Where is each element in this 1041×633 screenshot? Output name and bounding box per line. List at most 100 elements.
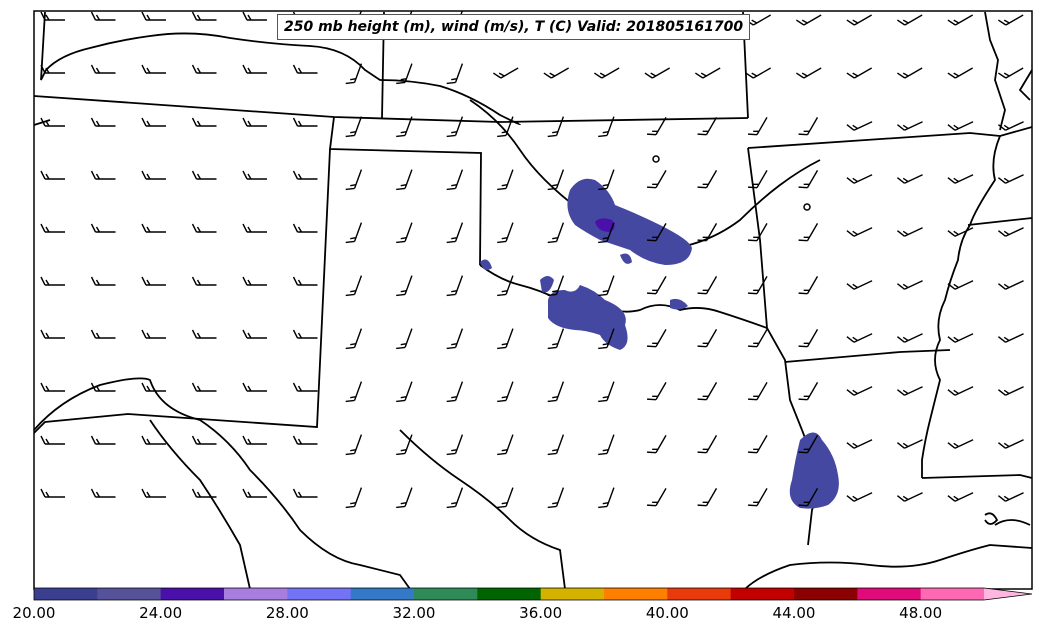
wind-barb <box>90 435 116 445</box>
colorbar-segment <box>730 588 795 600</box>
temperature-fill <box>480 178 839 509</box>
wind-barb <box>748 222 768 242</box>
wind-barb <box>40 11 65 21</box>
wind-barb <box>40 488 65 498</box>
wind-barb <box>90 117 116 127</box>
wind-barb <box>345 116 363 138</box>
wind-barb <box>242 488 267 498</box>
wind-barb <box>697 169 718 189</box>
wind-barb <box>798 381 819 401</box>
colorbar-segment <box>97 588 162 600</box>
colorbar-tick-label: 36.00 <box>519 604 563 622</box>
wind-barb <box>997 492 1024 502</box>
wind-barb <box>497 328 514 350</box>
wind-barb <box>997 386 1024 396</box>
wind-barb <box>795 14 822 26</box>
wind-barb <box>997 280 1024 290</box>
wind-barb <box>242 276 267 286</box>
wind-barb <box>446 434 464 456</box>
wind-barb <box>446 275 464 297</box>
wind-barb <box>396 328 413 350</box>
wind-barb <box>997 67 1024 79</box>
wind-barb <box>896 439 923 449</box>
wind-barb <box>997 174 1024 184</box>
wind-barb <box>748 328 768 348</box>
wind-barb <box>396 381 413 403</box>
wind-barb <box>798 275 819 295</box>
wind-barb <box>446 63 464 85</box>
wind-barb <box>90 223 116 233</box>
wind-barb <box>242 382 267 392</box>
wind-barb <box>697 222 718 242</box>
wind-barb <box>396 63 413 85</box>
wind-barb <box>547 169 565 191</box>
wind-barb <box>647 328 667 348</box>
wind-barb <box>748 275 768 295</box>
wind-barb <box>191 435 217 445</box>
wind-barb <box>141 435 166 445</box>
calm-wind-marker <box>803 203 811 211</box>
wind-barb <box>345 434 363 456</box>
wind-barb <box>446 381 464 403</box>
wind-barb <box>497 275 514 297</box>
wind-barb <box>896 67 923 79</box>
wind-barb <box>396 116 413 138</box>
wind-barb <box>997 14 1024 26</box>
wind-barb <box>547 275 565 297</box>
colorbar-segment <box>604 588 668 600</box>
wind-barb <box>748 487 768 507</box>
wind-barb <box>547 116 565 138</box>
wind-barb <box>396 275 413 297</box>
wind-barb <box>191 488 217 498</box>
wind-barb <box>547 222 565 244</box>
wind-barb <box>141 170 166 180</box>
wind-barb <box>547 381 565 403</box>
wind-barb <box>40 435 65 445</box>
colorbar-segment <box>34 588 98 600</box>
wind-barb <box>497 381 514 403</box>
wind-barb <box>191 64 217 74</box>
wind-barb <box>947 280 974 290</box>
wind-barb <box>242 329 267 339</box>
wind-barb <box>647 381 667 401</box>
wind-barb <box>242 435 267 445</box>
colorbar-segment <box>540 588 605 600</box>
wind-barb <box>242 11 267 21</box>
wind-barb <box>947 439 974 449</box>
wind-barb <box>896 492 923 502</box>
colorbar-segment <box>160 588 225 600</box>
wind-barb <box>547 328 565 350</box>
wind-barb <box>40 170 65 180</box>
wind-barb <box>292 382 318 392</box>
wind-barb <box>242 117 267 127</box>
wind-barb <box>497 116 514 138</box>
wind-barb <box>446 116 464 138</box>
wind-barb <box>191 11 217 21</box>
wind-barb <box>745 67 772 79</box>
map-title: 250 mb height (m), wind (m/s), T (C) Val… <box>277 14 751 40</box>
colorbar-segment <box>667 588 732 600</box>
wind-barb <box>497 434 514 456</box>
wind-barb <box>947 386 974 396</box>
wind-barb <box>191 170 217 180</box>
wind-barb <box>598 381 615 403</box>
colorbar-segment <box>350 588 415 600</box>
wind-barb <box>191 329 217 339</box>
wind-barb <box>846 174 873 184</box>
wind-barb <box>644 67 671 79</box>
wind-barb <box>345 63 363 85</box>
wind-barb <box>697 381 718 401</box>
wind-barb <box>846 333 873 343</box>
wind-barb <box>292 170 318 180</box>
wind-barb <box>90 170 116 180</box>
wind-barb <box>242 64 267 74</box>
wind-barb <box>40 276 65 286</box>
wind-barb <box>846 67 873 79</box>
wind-barb <box>997 121 1024 131</box>
wind-barb <box>345 381 363 403</box>
wind-barb <box>90 64 116 74</box>
wind-barb <box>593 67 620 79</box>
wind-barb <box>345 275 363 297</box>
wind-barb <box>697 487 718 507</box>
